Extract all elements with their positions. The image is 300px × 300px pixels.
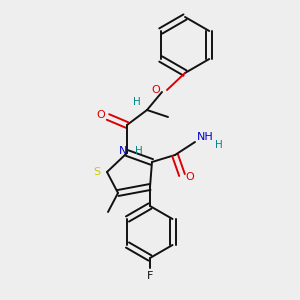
Text: O: O	[186, 172, 194, 182]
Text: F: F	[147, 271, 153, 281]
Text: NH: NH	[196, 132, 213, 142]
Text: O: O	[152, 85, 160, 95]
Text: N: N	[119, 146, 127, 156]
Text: H: H	[133, 97, 141, 107]
Text: H: H	[215, 140, 223, 150]
Text: S: S	[93, 167, 100, 177]
Text: O: O	[97, 110, 105, 120]
Text: H: H	[135, 146, 143, 156]
